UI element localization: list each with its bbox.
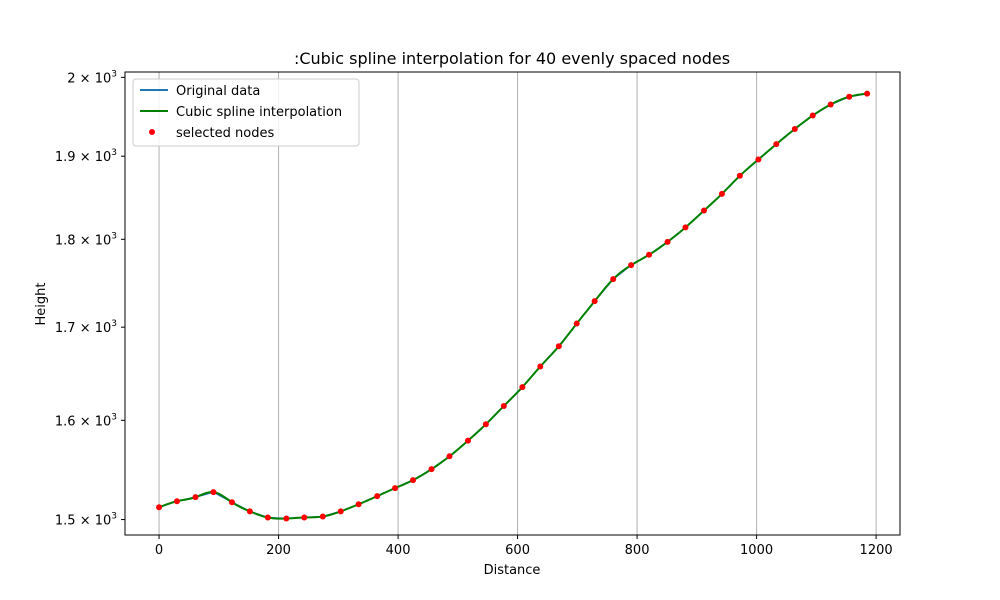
selected-node-point <box>718 190 725 197</box>
legend-label-spline: Cubic spline interpolation <box>176 105 342 120</box>
y-tick-label: 1.7 × 103 <box>55 319 117 336</box>
selected-node-point <box>827 101 834 108</box>
y-tick-label: 2 × 103 <box>67 69 117 86</box>
selected-node-point <box>355 501 362 508</box>
x-tick-label: 600 <box>505 543 530 558</box>
x-tick-label: 200 <box>266 543 291 558</box>
selected-node-point <box>264 514 271 521</box>
selected-node-point <box>846 93 853 100</box>
y-tick-label: 1.5 × 103 <box>55 512 117 529</box>
selected-node-point <box>482 421 489 428</box>
selected-node-point <box>464 437 471 444</box>
data-layer <box>156 90 871 522</box>
selected-node-point <box>374 493 381 500</box>
x-tick-label: 1000 <box>740 543 773 558</box>
selected-node-point <box>864 90 871 97</box>
y-tick-label: 1.6 × 103 <box>55 412 117 429</box>
selected-node-point <box>701 207 708 214</box>
series-line-cubic-spline <box>158 92 868 520</box>
selected-node-point <box>156 504 163 511</box>
selected-node-point <box>773 141 780 148</box>
plot-frame <box>124 71 901 536</box>
selected-node-point <box>428 466 435 473</box>
chart-title: :Cubic spline interpolation for 40 evenl… <box>294 49 730 68</box>
legend-label-original: Original data <box>176 84 260 99</box>
selected-node-point <box>410 477 417 484</box>
ticks-layer: 0 200 400 600 800 1000 1200 1.5 × 103 1.6 × 103 1… <box>55 69 893 558</box>
selected-node-point <box>319 513 326 520</box>
legend-label-nodes: selected nodes <box>176 126 274 141</box>
selected-node-point <box>246 508 253 515</box>
x-axis-label: Distance <box>484 563 541 578</box>
selected-node-point <box>682 224 689 231</box>
selected-node-point <box>791 125 798 132</box>
selected-node-point <box>573 320 580 327</box>
selected-node-point <box>392 485 399 492</box>
selected-node-point <box>228 499 235 506</box>
selected-node-point <box>591 298 598 305</box>
selected-node-point <box>610 276 617 283</box>
legend-box <box>132 78 360 147</box>
selected-node-point <box>646 251 653 258</box>
selected-node-point <box>755 156 762 163</box>
selected-node-point <box>283 515 290 522</box>
selected-node-point <box>192 494 199 501</box>
selected-node-point <box>519 384 526 391</box>
x-tick-label: 1200 <box>860 543 893 558</box>
y-tick-label: 1.8 × 103 <box>55 231 117 248</box>
selected-node-point <box>301 514 308 521</box>
selected-node-point <box>173 498 180 505</box>
selected-node-point <box>210 489 217 496</box>
selected-node-point <box>809 112 816 119</box>
selected-node-point <box>555 343 562 350</box>
selected-node-point <box>628 262 635 269</box>
selected-node-point <box>537 363 544 370</box>
selected-node-point <box>446 453 453 460</box>
selected-node-point <box>736 172 743 179</box>
x-tick-label: 800 <box>625 543 650 558</box>
selected-node-point <box>664 238 671 245</box>
y-axis-label: Height <box>34 283 49 326</box>
legend: Original data Cubic spline interpolation… <box>132 78 360 147</box>
selected-node-point <box>500 403 507 410</box>
x-tick-label: 0 <box>155 543 163 558</box>
selected-node-point <box>337 508 344 515</box>
x-tick-label: 400 <box>386 543 411 558</box>
legend-swatch-nodes <box>149 129 155 135</box>
y-tick-label: 1.9 × 103 <box>55 148 117 165</box>
grid-layer <box>158 72 877 535</box>
